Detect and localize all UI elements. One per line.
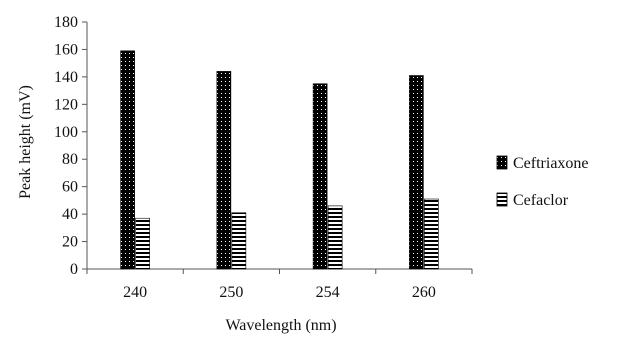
y-tick-label: 100 — [54, 124, 78, 141]
bar-ceftriaxone-250 — [216, 71, 232, 270]
x-tick-label: 260 — [412, 284, 436, 301]
bar-ceftriaxone-260 — [409, 75, 424, 270]
x-tick-label: 240 — [123, 284, 147, 301]
bar-cefaclor-254 — [327, 205, 343, 270]
bar-cefaclor-260 — [424, 198, 439, 270]
bar-cefaclor-250 — [231, 212, 247, 270]
legend-swatch-cefaclor — [496, 192, 508, 207]
y-tick-label: 180 — [54, 14, 78, 31]
y-axis: 0 20 40 60 80 100 120 140 160 180 — [54, 14, 88, 278]
y-tick-label: 20 — [62, 234, 78, 251]
y-tick-label: 140 — [54, 69, 78, 86]
y-axis-title: Peak height (mV) — [17, 85, 34, 199]
y-tick-label: 120 — [54, 96, 78, 113]
x-tick-label: 250 — [219, 284, 243, 301]
legend-label-cefaclor: Cefaclor — [513, 192, 569, 209]
y-tick-label: 160 — [54, 41, 78, 58]
bar-ceftriaxone-254 — [312, 83, 328, 270]
x-axis-title: Wavelength (nm) — [225, 317, 336, 334]
legend-label-ceftriaxone: Ceftriaxone — [513, 155, 589, 172]
bar-cefaclor-240 — [135, 217, 150, 270]
x-axis: 240 250 254 260 — [86, 268, 473, 301]
y-tick-label: 40 — [62, 206, 78, 223]
legend-swatch-ceftriaxone — [496, 155, 508, 170]
y-tick-label: 60 — [62, 179, 78, 196]
y-tick-label: 80 — [62, 151, 78, 168]
bars — [120, 50, 439, 270]
legend: Ceftriaxone Cefaclor — [496, 155, 589, 209]
x-tick-label: 254 — [316, 284, 340, 301]
bar-ceftriaxone-240 — [120, 50, 135, 270]
y-tick-label: 0 — [70, 261, 78, 278]
